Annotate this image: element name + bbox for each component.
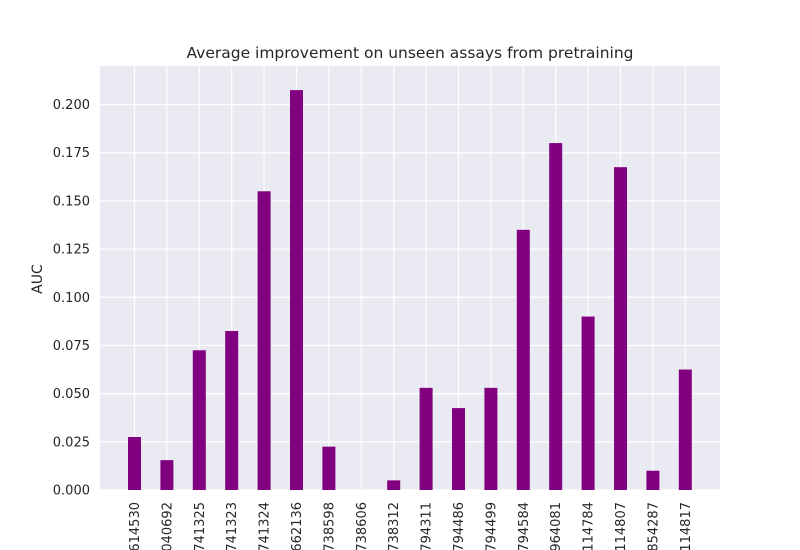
y-tick-label: 0.075 — [53, 339, 90, 354]
bar-854287 — [646, 470, 660, 490]
bar-040692 — [160, 460, 174, 490]
y-tick-label: 0.000 — [53, 484, 90, 499]
x-tick-label: 741325 — [193, 502, 208, 550]
x-tick-label: 794486 — [452, 502, 467, 550]
bars — [128, 90, 692, 491]
x-tick-label: 040692 — [160, 502, 175, 550]
x-tick-label: 738606 — [355, 502, 370, 550]
y-tick-label: 0.050 — [53, 387, 90, 402]
bar-741323 — [225, 331, 239, 490]
x-tick-label: 854287 — [646, 502, 661, 550]
x-tick-label: 662136 — [290, 502, 305, 550]
y-tick-label: 0.150 — [53, 194, 90, 209]
bar-738598 — [322, 446, 336, 490]
bar-794486 — [452, 408, 465, 490]
x-tick-label: 964081 — [549, 502, 564, 550]
x-tick-label: 114807 — [614, 502, 629, 550]
bar-114807 — [614, 167, 627, 490]
y-tick-label: 0.025 — [53, 435, 90, 450]
bar-794584 — [516, 229, 530, 490]
x-tick-label: 741323 — [225, 502, 240, 550]
bar-741324 — [257, 191, 271, 491]
x-tick-label: 738598 — [322, 502, 337, 550]
chart-title: Average improvement on unseen assays fro… — [186, 44, 633, 62]
bar-794311 — [419, 387, 433, 490]
y-tick-label: 0.200 — [53, 98, 90, 113]
y-tick-label: 0.175 — [53, 146, 90, 161]
bar-738312 — [387, 480, 401, 490]
y-tick-label: 0.100 — [53, 291, 90, 306]
x-tick-label: 114817 — [679, 502, 694, 550]
bar-114784 — [581, 316, 595, 490]
x-tick-labels: 614530 040692 741325 741323 741324 662136 7385… — [128, 502, 694, 550]
x-tick-label: 614530 — [128, 502, 143, 550]
y-axis-label: AUC — [30, 264, 46, 294]
x-tick-label: 741324 — [258, 502, 273, 550]
bar-662136 — [290, 90, 303, 490]
bar-794499 — [484, 387, 498, 490]
x-tick-label: 794584 — [517, 502, 532, 550]
bar-964081 — [549, 143, 563, 490]
x-tick-label: 738312 — [387, 502, 402, 550]
x-tick-label: 114784 — [582, 502, 597, 550]
bar-614530 — [128, 437, 141, 490]
x-tick-label: 794499 — [484, 502, 499, 550]
bar-741325 — [192, 350, 206, 490]
y-tick-labels: 0.000 0.025 0.050 0.075 0.100 0.125 0.150 0.175… — [53, 98, 90, 498]
x-tick-label: 794311 — [420, 502, 435, 550]
y-tick-label: 0.125 — [53, 243, 90, 258]
bar-114817 — [678, 369, 692, 490]
